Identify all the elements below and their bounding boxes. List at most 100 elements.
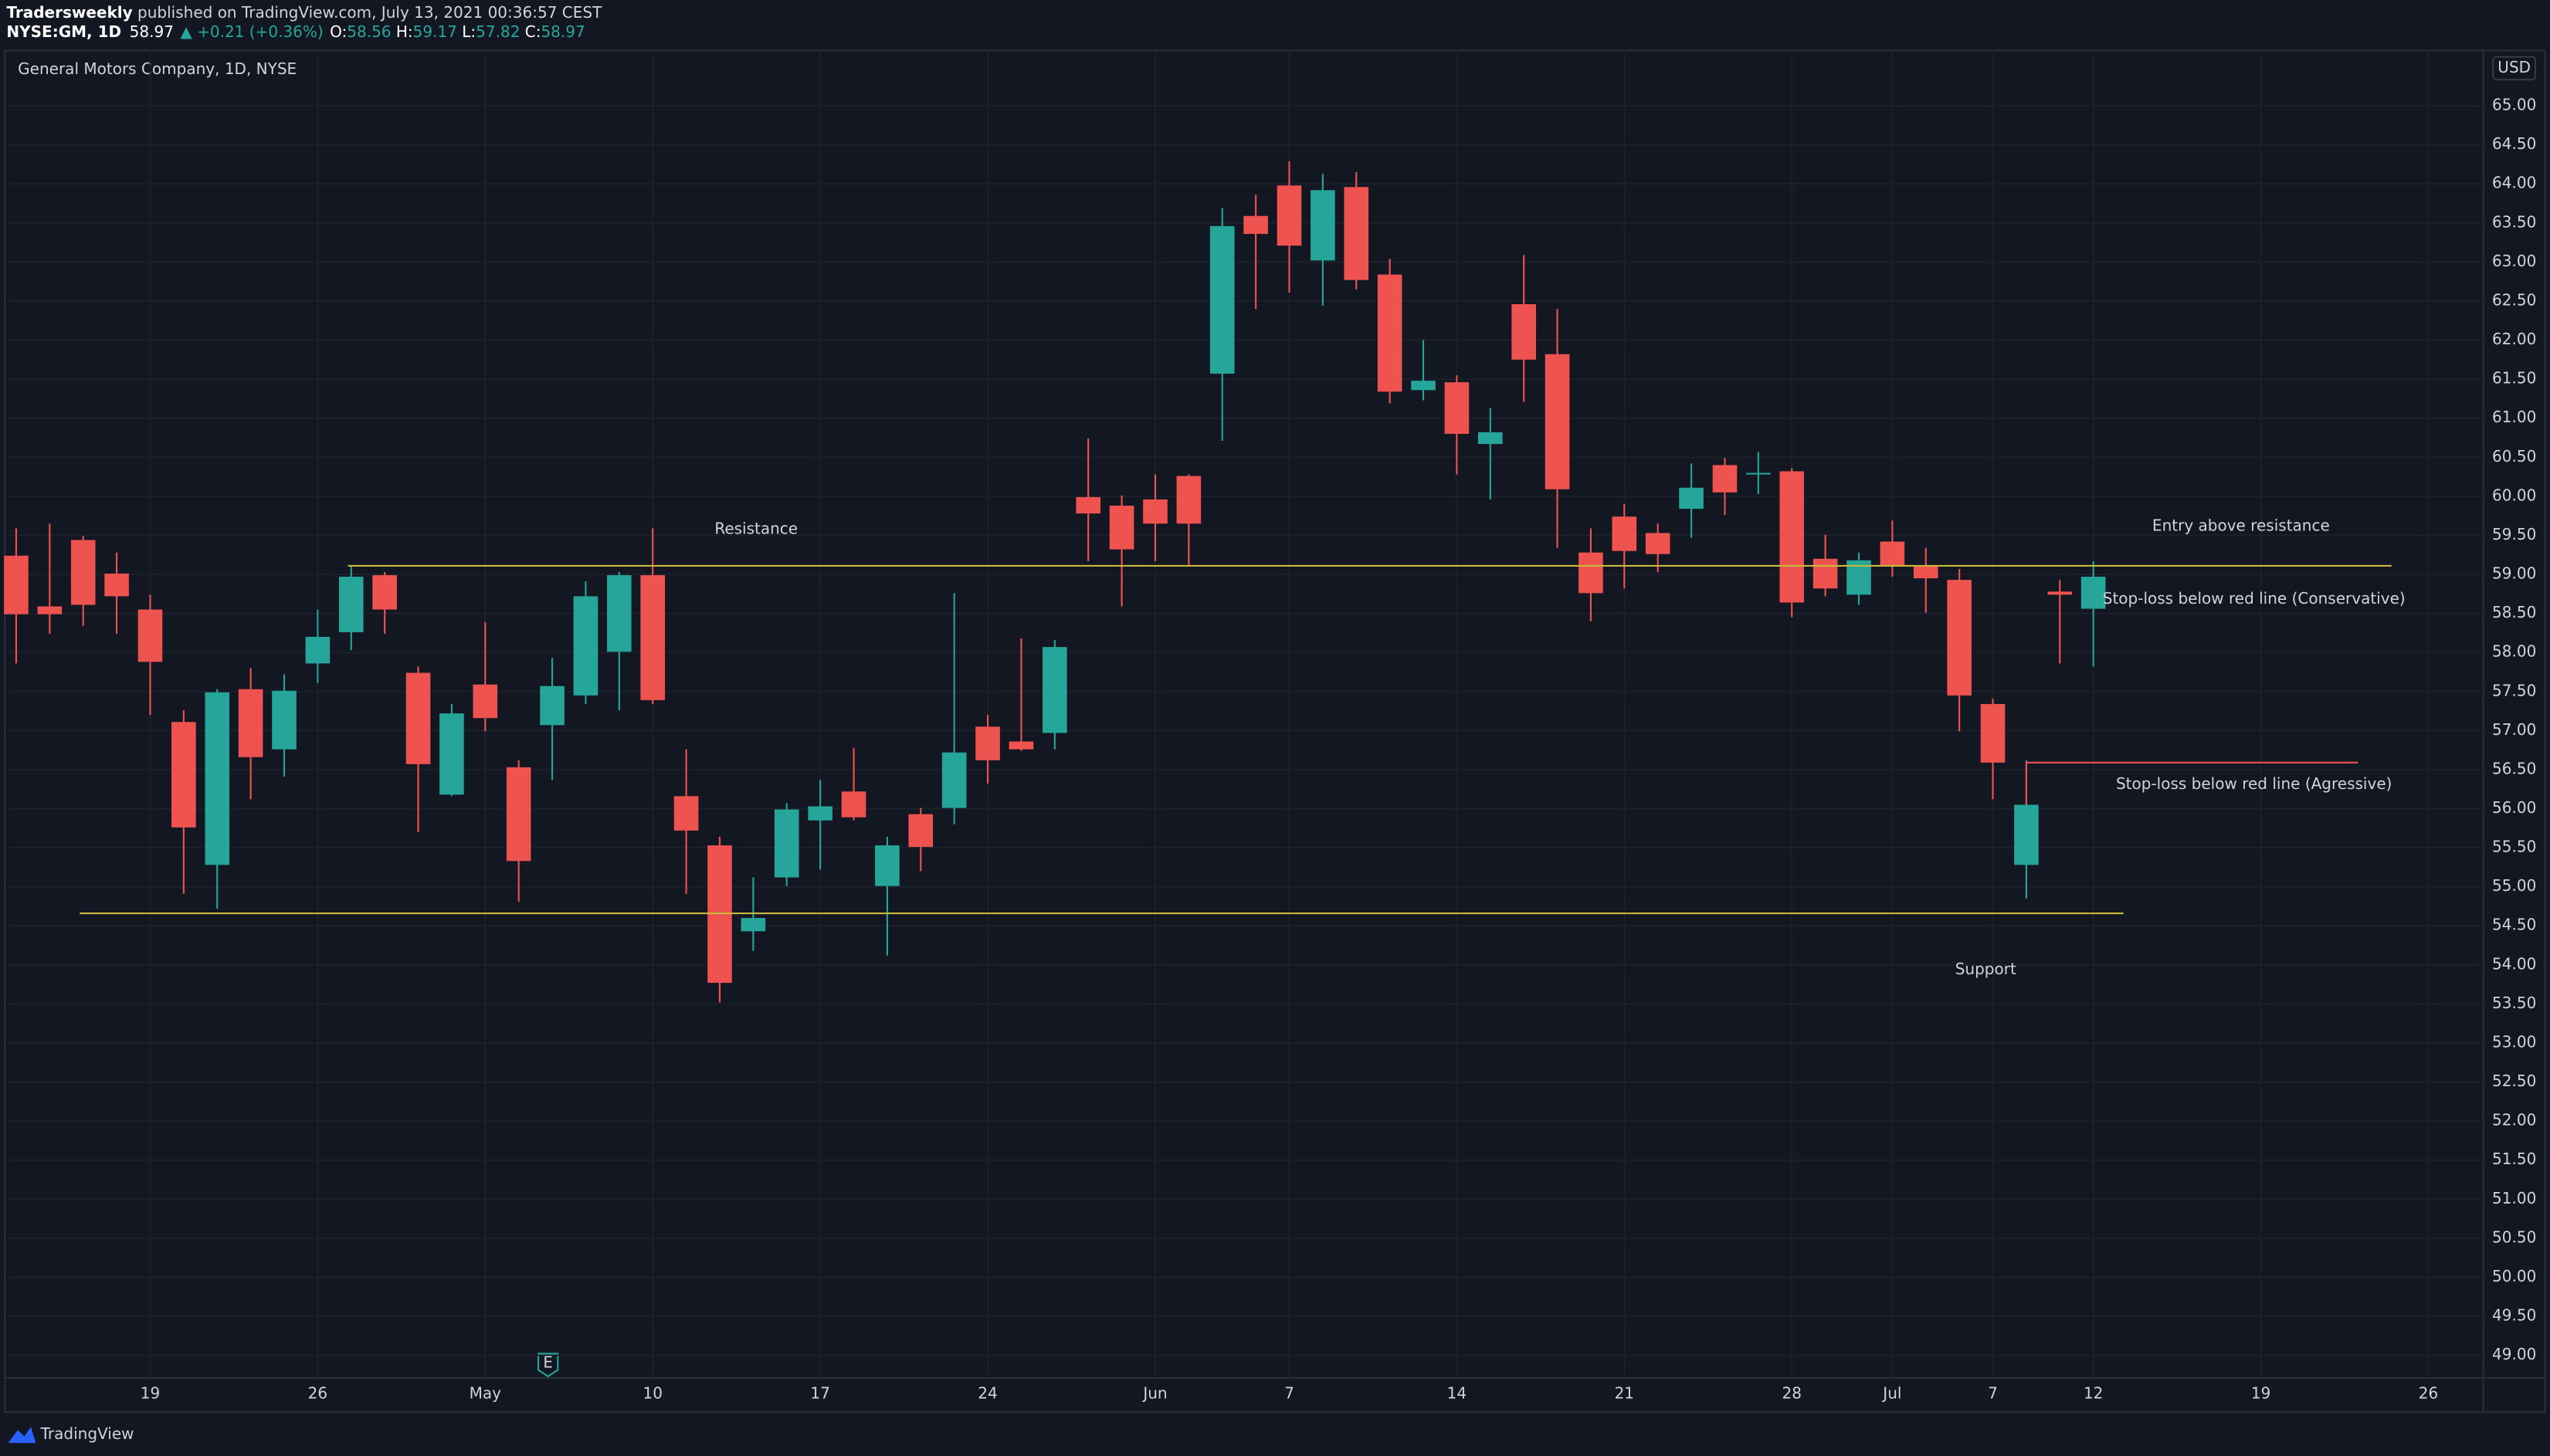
candle-body <box>1679 487 1704 510</box>
x-tick-label: 21 <box>1615 1384 1634 1403</box>
candle-body <box>338 577 364 632</box>
candle-body <box>272 690 297 750</box>
candle-body <box>808 806 832 821</box>
candle-body <box>540 686 565 726</box>
annotation: Entry above resistance <box>2152 516 2330 534</box>
ohlc-key: C: <box>525 22 541 41</box>
y-tick-label: 60.50 <box>2492 447 2536 466</box>
candle-body <box>1243 215 1268 234</box>
y-tick-label: 53.50 <box>2492 994 2536 1012</box>
candle-body <box>573 596 599 696</box>
candle-body <box>1511 304 1536 360</box>
ohlc-key: H: <box>396 22 413 41</box>
change: ▲ +0.21 (+0.36%) <box>180 22 323 41</box>
symbol: NYSE:GM, 1D <box>6 22 121 41</box>
y-tick-label: 51.00 <box>2492 1189 2536 1207</box>
y-tick-label: 50.00 <box>2492 1267 2536 1285</box>
earnings-label[interactable]: E <box>543 1353 553 1372</box>
ohlc-key: O: <box>330 22 347 41</box>
candle-body <box>1277 185 1302 246</box>
candle-body <box>405 672 431 764</box>
y-tick-label: 63.00 <box>2492 252 2536 270</box>
candle-body <box>1176 476 1202 524</box>
x-tick-label: 28 <box>1782 1384 1802 1403</box>
symbol-line: NYSE:GM, 1D 58.97 ▲ +0.21 (+0.36%) O:58.56 H… <box>6 22 585 41</box>
y-tick-label: 49.50 <box>2492 1306 2536 1325</box>
candle-body <box>1578 552 1603 594</box>
header-line: Tradersweekly published on TradingView.co… <box>6 2 602 21</box>
earnings-icon[interactable] <box>537 1353 559 1378</box>
y-tick-label: 55.50 <box>2492 838 2536 856</box>
y-tick-label: 52.00 <box>2492 1111 2536 1129</box>
ohlc-key: L: <box>462 22 476 41</box>
y-tick-label: 57.00 <box>2492 720 2536 739</box>
candle-body <box>741 918 766 932</box>
x-tick-label: 26 <box>2419 1384 2438 1403</box>
candle-body <box>607 575 632 652</box>
y-tick-label: 56.50 <box>2492 759 2536 777</box>
author[interactable]: Tradersweekly <box>6 2 132 21</box>
candle-body <box>205 692 230 865</box>
candle-body <box>640 575 666 700</box>
candle-body <box>1779 471 1805 603</box>
y-tick-label: 54.50 <box>2492 916 2536 934</box>
y-tick-label: 52.50 <box>2492 1072 2536 1090</box>
candle-body <box>372 575 397 610</box>
candle-body <box>1880 541 1905 566</box>
annotation: Resistance <box>714 520 798 538</box>
candle-body <box>473 684 498 719</box>
y-tick-label: 59.50 <box>2492 525 2536 543</box>
candle-body <box>941 752 967 808</box>
candle-body <box>1645 533 1670 554</box>
y-tick-label: 50.50 <box>2492 1227 2536 1246</box>
ohlc-value: 59.17 <box>413 22 457 41</box>
y-tick-label: 63.50 <box>2492 212 2536 231</box>
y-tick-label: 62.50 <box>2492 290 2536 309</box>
candle-body <box>673 796 699 831</box>
x-tick-label: Jun <box>1141 1384 1167 1403</box>
legend: General Motors Company, 1D, NYSE <box>18 59 297 78</box>
candle-body <box>1344 187 1369 280</box>
candle-body <box>1109 506 1134 550</box>
y-tick-label: 60.00 <box>2492 486 2536 504</box>
ohlc-value: 58.97 <box>541 22 585 41</box>
x-tick-label: 7 <box>1284 1384 1294 1403</box>
y-tick-label: 62.00 <box>2492 330 2536 348</box>
x-tick-label: 14 <box>1447 1384 1467 1403</box>
x-tick-label: 12 <box>2084 1384 2103 1403</box>
brand-logo[interactable] <box>8 1427 36 1444</box>
y-tick-label: 56.00 <box>2492 798 2536 817</box>
candle-body <box>1612 516 1637 551</box>
y-tick-label: 58.50 <box>2492 603 2536 621</box>
y-tick-label: 65.00 <box>2492 96 2536 114</box>
ohlc-value: 57.82 <box>476 22 520 41</box>
annotation: Stop-loss below red line (Conservative) <box>2103 589 2406 608</box>
candle-body <box>137 609 163 662</box>
x-tick-label: Jul <box>1881 1384 1901 1403</box>
y-tick-label: 61.50 <box>2492 369 2536 388</box>
candle-body <box>70 540 96 605</box>
ohlc-value: 58.56 <box>347 22 391 41</box>
candle-body <box>875 845 900 886</box>
y-tick-label: 53.00 <box>2492 1032 2536 1051</box>
brand[interactable]: TradingView <box>40 1424 134 1443</box>
candle-body <box>1043 647 1067 733</box>
x-tick-label: 7 <box>1988 1384 1998 1403</box>
candle-body <box>305 636 331 664</box>
x-tick-label: 10 <box>643 1384 662 1403</box>
candle-body <box>1746 472 1771 475</box>
x-tick-label: 26 <box>308 1384 327 1403</box>
drawing-line <box>2025 761 2358 805</box>
candle-body <box>1477 432 1503 445</box>
annotation: Support <box>1955 960 2016 978</box>
last-price: 58.97 <box>130 22 174 41</box>
candle-body <box>1209 225 1235 374</box>
published: published on TradingView.com, July 13, 2… <box>137 2 602 21</box>
x-tick-label: May <box>470 1384 502 1403</box>
currency: USD <box>2497 58 2531 76</box>
candle-body <box>1076 496 1100 514</box>
y-tick-label: 59.00 <box>2492 564 2536 583</box>
candle-body <box>1980 703 2006 763</box>
x-tick-label: 24 <box>978 1384 997 1403</box>
